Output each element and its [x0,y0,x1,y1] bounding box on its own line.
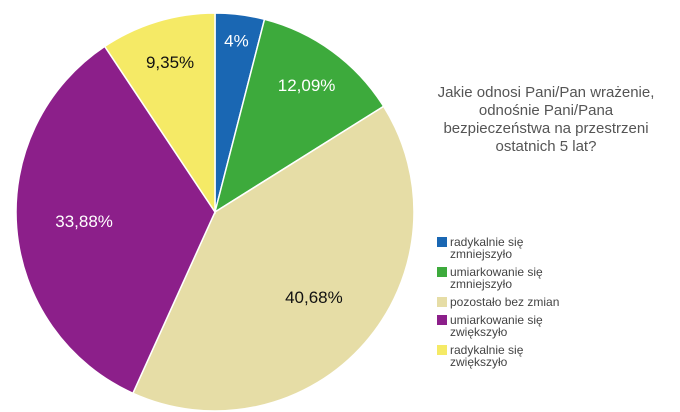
pie-slice [15,45,216,395]
chart-title: Jakie odnosi Pani/Pan wrażenie, odnośnie… [437,84,655,155]
data-label: 33,88% [55,212,113,231]
data-label: 40,68% [285,288,343,307]
legend-label: umiarkowanie się zwiększyło [450,313,543,339]
legend-swatch [437,297,447,307]
legend-item: pozostało bez zmian [437,296,677,308]
legend-item: umiarkowanie się zwiększyło [437,314,677,338]
pie-slice [131,105,415,412]
legend-swatch [437,345,447,355]
legend-swatch [437,315,447,325]
data-label: 4% [224,32,249,51]
legend-item: radykalnie się zmniejszyło [437,236,677,260]
legend-item: radykalnie się zwiększyło [437,344,677,368]
legend-label: radykalnie się zmniejszyło [450,235,524,261]
pie-slice [213,18,385,214]
legend-label: umiarkowanie się zmniejszyło [450,265,543,291]
legend: radykalnie się zmniejszyło umiarkowanie s… [437,236,677,374]
legend-swatch [437,267,447,277]
legend-label: pozostało bez zmian [450,295,560,309]
data-label: 9,35% [146,53,194,72]
data-label: 12,09% [278,76,336,95]
legend-item: umiarkowanie się zmniejszyło [437,266,677,290]
legend-label: radykalnie się zwiększyło [450,343,524,369]
pie-slice [103,12,216,215]
chart: 4% 12,09% 40,68% 33,88% 9,35% [15,12,415,412]
legend-swatch [437,237,447,247]
